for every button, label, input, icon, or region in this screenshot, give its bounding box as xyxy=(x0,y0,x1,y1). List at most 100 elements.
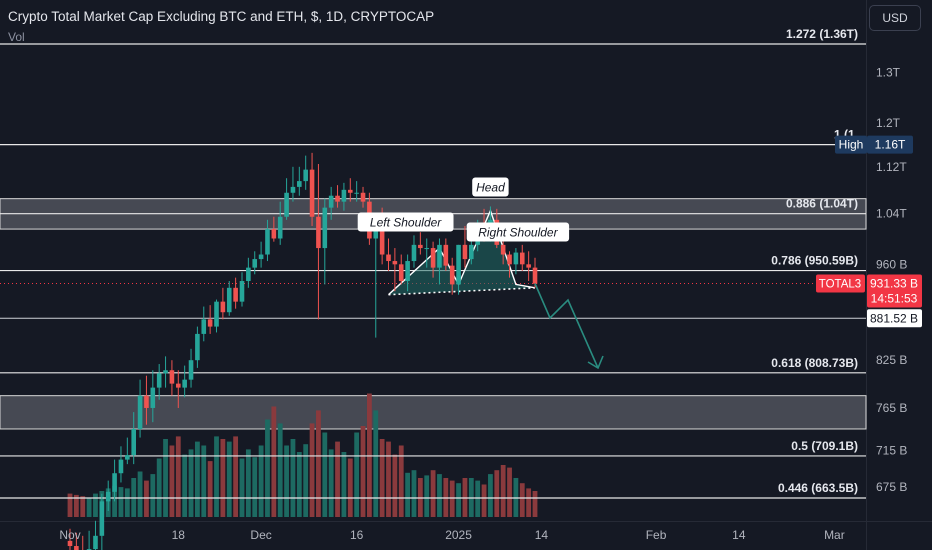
head-label-box xyxy=(472,177,509,197)
volume-bar xyxy=(214,436,219,517)
candle-body xyxy=(303,169,308,182)
volume-bar xyxy=(163,439,168,517)
volume-bar xyxy=(156,458,162,517)
candle-body xyxy=(328,195,334,208)
candle-body xyxy=(169,370,175,384)
candle-body xyxy=(112,473,117,492)
fib-level-label: 0.786 (950.59B) xyxy=(771,254,858,268)
candle-body xyxy=(131,428,136,456)
volume-bar xyxy=(366,393,372,517)
candle-body xyxy=(469,244,474,260)
volume-bar xyxy=(405,472,411,517)
candle-body xyxy=(156,373,162,388)
symbol-tag: TOTAL3 xyxy=(819,279,861,291)
volume-bar xyxy=(532,491,538,517)
volume-bar xyxy=(284,445,289,517)
price-axis-tick: 960 B xyxy=(876,257,907,271)
volume-bar xyxy=(175,436,181,517)
candle-body xyxy=(430,248,436,268)
candle-body xyxy=(297,181,302,187)
volume-bar xyxy=(449,480,455,517)
candle-body xyxy=(335,195,340,202)
fib-level-label: 0.5 (709.1B) xyxy=(791,439,858,453)
volume-bar xyxy=(118,487,124,517)
volume-bar xyxy=(519,483,525,517)
left-shoulder-label: Left Shoulder xyxy=(370,216,442,230)
volume-bar xyxy=(265,419,270,517)
candle-body xyxy=(316,216,321,249)
candle-body xyxy=(125,455,130,460)
candle-body xyxy=(271,229,277,239)
currency-button[interactable]: USD xyxy=(869,5,921,31)
candle-body xyxy=(532,267,538,284)
time-axis-tick: Dec xyxy=(250,528,271,542)
volume-bar xyxy=(322,432,328,517)
price-axis-tick: 715 B xyxy=(876,444,907,458)
price-axis-tick: 675 B xyxy=(876,480,907,494)
candle-body xyxy=(424,248,430,250)
candle-body xyxy=(74,546,79,550)
fib-level-label: 0.886 (1.04T) xyxy=(786,197,858,211)
candle-body xyxy=(360,192,366,202)
candle-body xyxy=(322,207,328,249)
candle-body xyxy=(265,229,270,255)
candle-body xyxy=(309,169,315,217)
candle-body xyxy=(214,301,219,327)
head-label: Head xyxy=(476,181,505,195)
volume-bar xyxy=(290,439,296,517)
candle-body xyxy=(507,254,512,265)
candle-body xyxy=(252,259,258,268)
fib-level-label: 0.618 (808.73B) xyxy=(771,356,858,370)
volume-bar xyxy=(201,445,207,517)
volume-bar xyxy=(67,493,73,517)
bar-countdown: 14:51:53 xyxy=(871,292,918,306)
left-shoulder-label-box xyxy=(357,212,454,232)
candle-body xyxy=(341,189,347,202)
time-axis-tick: Feb xyxy=(646,528,667,542)
current-price-value: 931.33 B xyxy=(870,277,918,291)
volume-bar xyxy=(144,480,149,517)
volume-bar xyxy=(271,406,277,517)
price-axis-tick: 1.2T xyxy=(876,116,901,130)
volume-bar xyxy=(437,474,442,517)
candle-body xyxy=(182,379,187,388)
candle-body xyxy=(246,267,251,282)
candle-body xyxy=(258,254,264,260)
volume-bar xyxy=(93,493,98,517)
right-shoulder-label-box xyxy=(466,222,570,242)
candle-body xyxy=(411,244,417,262)
projection-arrowhead xyxy=(587,355,604,370)
volume-bar xyxy=(335,441,340,517)
candle-body xyxy=(118,459,124,474)
candle-body xyxy=(443,244,449,266)
volume-bar xyxy=(373,410,379,517)
volume-bar xyxy=(316,410,321,517)
head-shoulders-fill xyxy=(388,210,536,295)
volume-label: Vol xyxy=(8,30,25,44)
high-tag: High xyxy=(839,138,864,152)
volume-bar xyxy=(86,497,92,517)
volume-bar xyxy=(239,458,245,517)
candle-body xyxy=(405,261,410,282)
volume-bar xyxy=(258,445,264,517)
volume-bar xyxy=(73,494,79,517)
fib-level-label: 1.272 (1.36T) xyxy=(786,27,858,41)
high-tag-box xyxy=(835,135,867,154)
time-axis-tick: 18 xyxy=(172,528,186,542)
volume-bar xyxy=(488,474,493,517)
price-axis-tick: 765 B xyxy=(876,401,907,415)
candle-body xyxy=(195,333,200,361)
price-axis-tick: 1.12T xyxy=(876,160,907,174)
candle-body xyxy=(456,244,461,285)
volume-bar xyxy=(494,470,500,517)
time-axis-tick: 16 xyxy=(350,528,364,542)
candle-body xyxy=(93,535,98,550)
price-axis-tick: 1.3T xyxy=(876,66,901,80)
candle-body xyxy=(347,189,353,193)
candle-body xyxy=(526,264,531,268)
price-axis-tick: 1.04T xyxy=(876,207,907,221)
volume-bar xyxy=(392,454,398,517)
volume-bar xyxy=(309,423,315,517)
time-axis-separator xyxy=(0,521,932,522)
